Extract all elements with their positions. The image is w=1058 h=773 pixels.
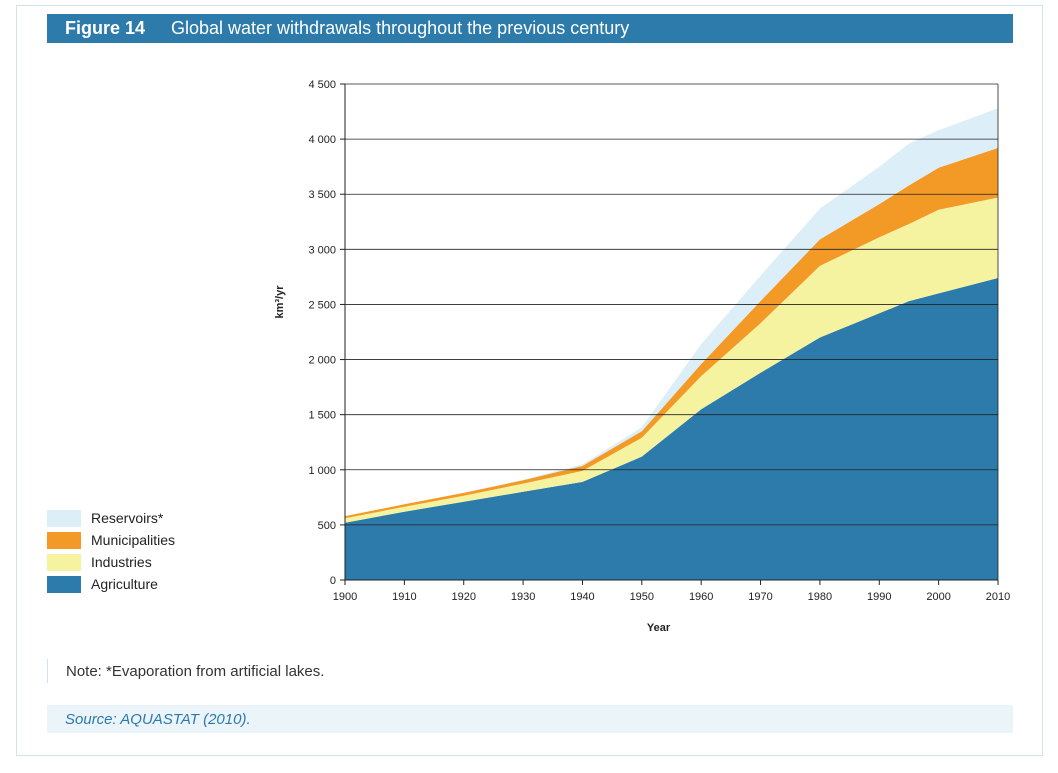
- figure-header: Figure 14 Global water withdrawals throu…: [47, 14, 1013, 43]
- y-axis-title: km³/yr: [274, 285, 286, 319]
- figure-note: Note: *Evaporation from artificial lakes…: [47, 659, 324, 683]
- figure-source: Source: AQUASTAT (2010).: [47, 705, 1013, 733]
- x-tick-label-1960: 1960: [689, 591, 713, 603]
- y-tick-label-4000: 4 000: [308, 134, 336, 146]
- y-tick-label-4500: 4 500: [308, 79, 336, 91]
- area-municipalities: [345, 147, 998, 519]
- area-layers: [345, 108, 998, 580]
- y-tick-label-1000: 1 000: [308, 465, 336, 477]
- legend-item-industries: Industries: [47, 551, 175, 573]
- legend-swatch-municipalities: [47, 531, 81, 549]
- y-tick-label-3000: 3 000: [308, 244, 336, 256]
- x-tick-label-2000: 2000: [926, 591, 950, 603]
- area-reservoirs: [345, 108, 998, 517]
- y-tick-label-1500: 1 500: [308, 410, 336, 422]
- legend-label-municipalities: Municipalities: [91, 532, 176, 548]
- grid-lines: [345, 83, 998, 526]
- x-tick-label-2010: 2010: [986, 591, 1010, 603]
- x-tick-label-1900: 1900: [333, 591, 357, 603]
- area-agriculture: [345, 278, 998, 580]
- legend-item-municipalities: Municipalities: [47, 529, 175, 551]
- x-tick-label-1990: 1990: [867, 591, 891, 603]
- y-tick-label-500: 500: [318, 520, 336, 532]
- legend-label-reservoirs: Reservoirs*: [91, 510, 164, 526]
- x-tick-label-1920: 1920: [451, 591, 475, 603]
- x-axis-title: Year: [647, 622, 671, 634]
- y-tick-label-3500: 3 500: [308, 189, 336, 201]
- chart-legend: Reservoirs* Municipalities Industries Ag…: [47, 507, 175, 595]
- axes: 0 500 1 000 1 500 2 000 2 500 3 000 3 500 4 000 4…: [308, 79, 1010, 603]
- x-tick-label-1950: 1950: [630, 591, 654, 603]
- x-tick-label-1910: 1910: [392, 591, 416, 603]
- note-text: Note: *Evaporation from artificial lakes…: [66, 662, 325, 680]
- x-tick-label-1940: 1940: [570, 591, 594, 603]
- x-tick-label-1970: 1970: [748, 591, 772, 603]
- x-tick-label-1930: 1930: [511, 591, 535, 603]
- y-tick-label-0: 0: [330, 575, 336, 587]
- legend-label-agriculture: Agriculture: [91, 576, 158, 592]
- figure-frame: [16, 5, 1043, 756]
- legend-swatch-industries: [47, 553, 81, 571]
- legend-label-industries: Industries: [91, 554, 152, 570]
- y-tick-label-2000: 2 000: [308, 355, 336, 367]
- legend-item-agriculture: Agriculture: [47, 573, 175, 595]
- area-industries: [345, 197, 998, 523]
- legend-item-reservoirs: Reservoirs*: [47, 507, 175, 529]
- legend-swatch-agriculture: [47, 575, 81, 593]
- figure-title: Global water withdrawals throughout the …: [171, 18, 630, 38]
- legend-swatch-reservoirs: [47, 509, 81, 527]
- source-text: Source: AQUASTAT (2010).: [65, 710, 251, 728]
- x-tick-label-1980: 1980: [808, 591, 832, 603]
- y-tick-label-2500: 2 500: [308, 299, 336, 311]
- figure-label: Figure 14: [65, 18, 146, 38]
